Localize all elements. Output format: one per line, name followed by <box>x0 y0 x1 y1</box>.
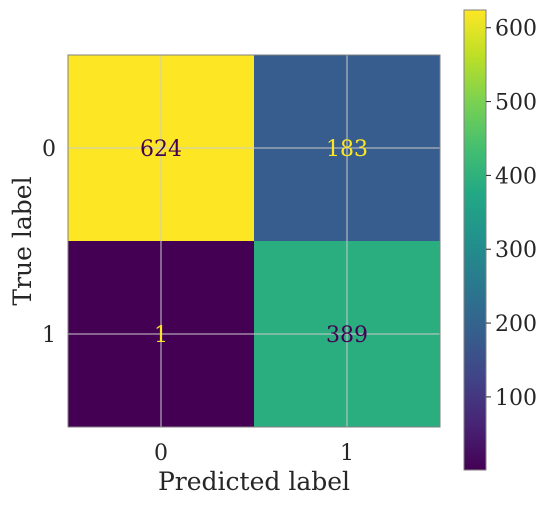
cell-label-0-1: 183 <box>326 137 368 162</box>
matrix-cells <box>68 55 440 427</box>
y-tick-label: 1 <box>42 323 56 348</box>
colorbar-ticks: 100 200 300 400 500 600 <box>486 17 537 411</box>
x-tick-label: 1 <box>340 441 354 466</box>
y-tick-label: 0 <box>42 137 56 162</box>
cell-label-0-0: 624 <box>140 137 182 162</box>
y-axis-ticks: 01 <box>42 137 56 348</box>
colorbar-tick-label: 400 <box>495 164 537 189</box>
grid-lines <box>68 55 440 427</box>
cell-label-1-1: 389 <box>326 323 368 348</box>
colorbar-tick-label: 100 <box>495 386 537 411</box>
colorbar-tick-label: 600 <box>495 17 537 42</box>
colorbar-tick-label: 300 <box>495 238 537 263</box>
y-axis-label: True label <box>8 176 37 305</box>
cell-value-labels: 624 183 1 389 <box>140 137 368 348</box>
x-tick-label: 0 <box>154 441 168 466</box>
colorbar-tick-label: 200 <box>495 312 537 337</box>
colorbar-tick-label: 500 <box>495 91 537 116</box>
plot-frame <box>67 54 441 428</box>
cell-label-1-0: 1 <box>154 323 168 348</box>
colorbar <box>463 9 487 471</box>
x-axis-label: Predicted label <box>158 467 350 496</box>
